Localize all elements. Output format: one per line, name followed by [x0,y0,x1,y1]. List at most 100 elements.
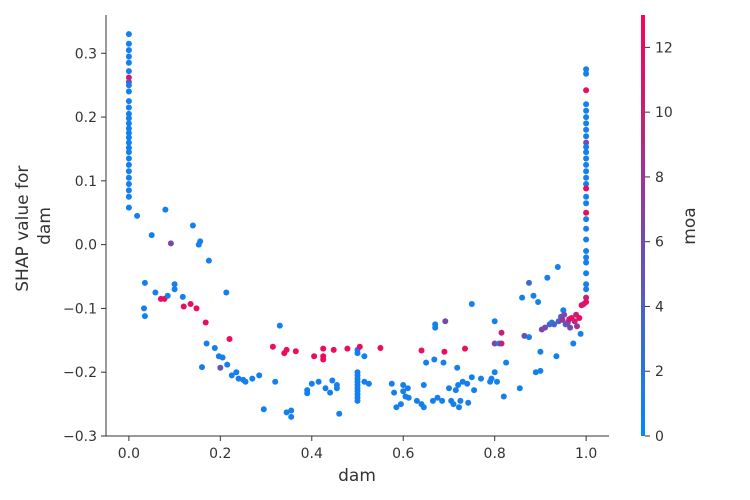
data-point [320,345,327,352]
data-point [202,319,209,326]
data-point [193,305,200,312]
data-point [457,397,464,404]
data-point [189,222,196,229]
data-point [336,410,343,417]
data-point [344,345,351,352]
y-tick-label: −0.3 [63,429,97,445]
colorbar-tick-label: 4 [655,299,664,315]
data-point [354,397,361,404]
data-point [400,382,407,388]
data-point [125,88,132,95]
data-point [583,209,590,216]
data-point [152,289,159,296]
data-point [125,74,132,81]
data-point [199,364,205,371]
data-point [583,225,590,232]
data-point [503,359,510,366]
data-point [583,281,590,288]
data-point [454,364,461,371]
data-point [530,292,537,299]
data-point [491,340,498,347]
y-axis-title-line-1: SHAP value for [13,166,33,292]
data-point [471,387,478,394]
data-point [327,389,334,396]
data-point [535,299,542,305]
data-point [134,212,141,219]
data-point [224,361,231,368]
x-tick-label: 0.2 [209,446,231,462]
data-point [333,385,340,392]
data-point [516,385,523,392]
data-point [537,348,544,355]
data-point [125,40,132,47]
colorbar [641,15,645,436]
data-point [217,364,224,371]
data-point [583,216,590,223]
data-point [583,70,590,77]
data-point [429,397,436,404]
data-point [125,168,132,175]
data-point [197,238,204,245]
colorbar-tick-label: 6 [655,235,664,251]
data-point [308,380,315,387]
data-point [260,406,267,413]
data-point [488,375,495,382]
data-point [420,404,427,411]
data-point [455,382,462,388]
data-point [583,270,590,277]
x-axis-ticks: 0.0 0.2 0.4 0.6 0.8 1.0 [118,436,597,462]
data-point [576,315,583,321]
data-point [219,354,226,361]
data-point [544,274,551,281]
data-point [459,378,466,385]
data-point [465,399,472,406]
data-point [446,385,452,392]
data-point [450,401,457,408]
data-point [223,289,230,296]
data-point [141,305,147,312]
data-point [418,347,425,354]
data-point [164,292,171,299]
data-point [577,330,584,337]
colorbar-ticks: 0 2 4 6 8 10 12 [645,40,673,445]
data-point [478,375,484,382]
data-point [125,53,132,60]
data-point [498,340,505,347]
data-point [361,378,368,385]
data-point [125,130,132,136]
data-point [388,380,395,387]
y-tick-label: 0.3 [75,46,97,62]
data-point [125,68,132,75]
data-point [276,322,283,329]
data-point [187,301,194,307]
data-point [583,139,590,146]
data-point [553,353,560,360]
data-point [125,110,132,117]
data-point [521,332,528,339]
data-point [441,348,448,355]
data-point [583,193,590,200]
data-point [571,318,578,325]
data-point [519,294,526,301]
data-point [440,359,447,366]
y-tick-label: 0.2 [75,110,97,126]
data-point [235,375,242,382]
data-point [125,47,132,54]
data-point [583,114,590,121]
data-point [583,254,590,261]
data-point [464,380,471,387]
colorbar-tick-label: 12 [655,40,673,56]
y-axis-title-line-2: dam [35,207,55,245]
data-point [269,343,276,350]
data-point [292,348,299,355]
data-point [583,168,590,175]
data-point [141,313,148,320]
data-point [211,345,218,351]
data-point [420,382,427,388]
data-point [125,187,132,194]
data-point [361,353,368,360]
colorbar-tick-label: 2 [655,364,664,380]
data-point [228,372,235,379]
data-point [377,345,384,351]
data-point [468,301,475,307]
